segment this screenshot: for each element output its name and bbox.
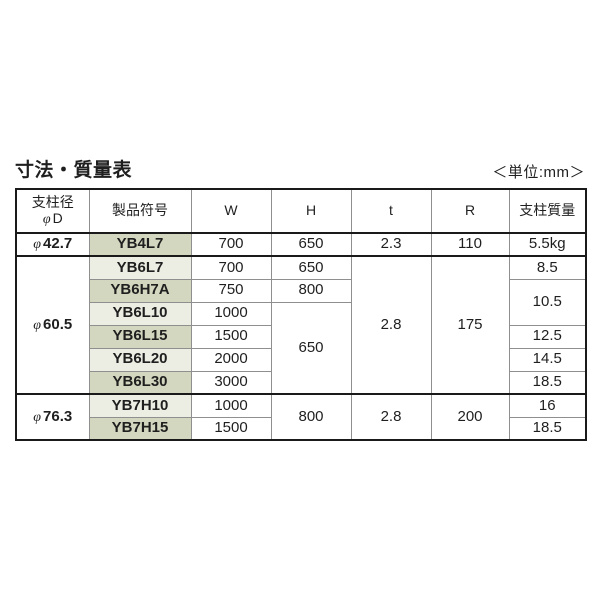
table-row: YB7H15 1500 18.5 (16, 416, 587, 441)
cell-diameter: φ 42.7 (15, 232, 90, 257)
diameter-value: 76.3 (43, 407, 73, 425)
cell-h: 650 (270, 232, 352, 257)
header-diameter-d: D (52, 209, 63, 226)
header-weight: 支柱質量 (508, 188, 587, 234)
cell-r: 110 (430, 232, 510, 257)
cell-weight: 5.5kg (508, 232, 587, 257)
cell-diameter: φ 60.5 (15, 255, 90, 395)
table-row: YB6L20 2000 14.5 (16, 347, 587, 372)
header-h: H (270, 188, 352, 234)
group-60-5: φ 60.5 YB6L7 700 650 2.8 175 8.5 YB6H7A 7… (15, 255, 587, 395)
cell-weight: 8.5 (508, 255, 587, 280)
cell-w: 1000 (190, 301, 272, 326)
cell-r: 175 (430, 255, 510, 395)
cell-h: 800 (270, 278, 352, 303)
cell-product-code: YB6L7 (88, 255, 192, 280)
unit-note: ＜単位:mm＞ (492, 164, 585, 181)
cell-product-code: YB4L7 (88, 232, 192, 257)
table-row: φ 60.5 YB6L7 700 650 2.8 175 8.5 (15, 255, 587, 395)
cell-w: 700 (190, 232, 272, 257)
title-bar: 寸法・質量表 ＜単位:mm＞ (15, 155, 585, 182)
cell-product-code: YB6L30 (88, 370, 192, 395)
cell-weight: 18.5 (508, 416, 587, 441)
cell-product-code: YB6L15 (88, 324, 192, 349)
cell-w: 2000 (190, 347, 272, 372)
cell-w: 750 (190, 278, 272, 303)
header-t: t (350, 188, 432, 234)
cell-h: 800 (270, 393, 352, 441)
cell-w: 1000 (190, 393, 272, 418)
cell-r: 200 (430, 393, 510, 441)
phi-symbol: φ (33, 317, 42, 333)
cell-h: 650 (270, 255, 352, 280)
cell-weight: 14.5 (508, 347, 587, 372)
cell-t: 2.8 (350, 255, 432, 395)
header-diameter-line1: 支柱径 (31, 194, 74, 211)
table-row: YB6H7A 750 800 10.5 (16, 278, 587, 326)
phi-symbol: φ (33, 409, 42, 425)
diameter-value: 42.7 (43, 235, 73, 253)
table-row: YB6L15 1500 12.5 (16, 324, 587, 349)
cell-w: 700 (190, 255, 272, 280)
table-row: φ 76.3 YB7H10 1000 800 2.8 200 16 (15, 393, 587, 441)
page-title: 寸法・質量表 (15, 160, 133, 181)
cell-weight: 12.5 (508, 324, 587, 349)
cell-weight: 18.5 (508, 370, 587, 395)
cell-product-code: YB7H10 (88, 393, 192, 418)
cell-product-code: YB6L10 (88, 301, 192, 326)
header-r: R (430, 188, 510, 234)
cell-w: 3000 (190, 370, 272, 395)
cell-product-code: YB6H7A (88, 278, 192, 303)
cell-t: 2.8 (350, 393, 432, 441)
table-row: YB6L10 1000 650 (16, 301, 586, 395)
group-42-7: φ 42.7 YB4L7 700 650 2.3 110 5.5kg (15, 232, 587, 257)
cell-product-code: YB7H15 (88, 416, 192, 441)
table-row: φ 42.7 YB4L7 700 650 2.3 110 5.5kg (15, 232, 587, 257)
header-w: W (190, 188, 272, 234)
group-76-3: φ 76.3 YB7H10 1000 800 2.8 200 16 YB7H15 … (15, 393, 587, 441)
table-row: YB6L30 3000 18.5 (16, 370, 587, 395)
cell-weight: 10.5 (508, 278, 587, 326)
phi-symbol: φ (33, 237, 42, 253)
cell-w: 1500 (190, 324, 272, 349)
cell-w: 1500 (190, 416, 272, 441)
cell-diameter: φ 76.3 (15, 393, 90, 441)
header-product-code: 製品符号 (88, 188, 192, 234)
cell-product-code: YB6L20 (88, 347, 192, 372)
phi-symbol: φ (42, 211, 51, 227)
diameter-value: 60.5 (43, 315, 73, 333)
cell-t: 2.3 (350, 232, 432, 257)
cell-weight: 16 (508, 393, 587, 418)
cell-h: 650 (270, 301, 352, 395)
